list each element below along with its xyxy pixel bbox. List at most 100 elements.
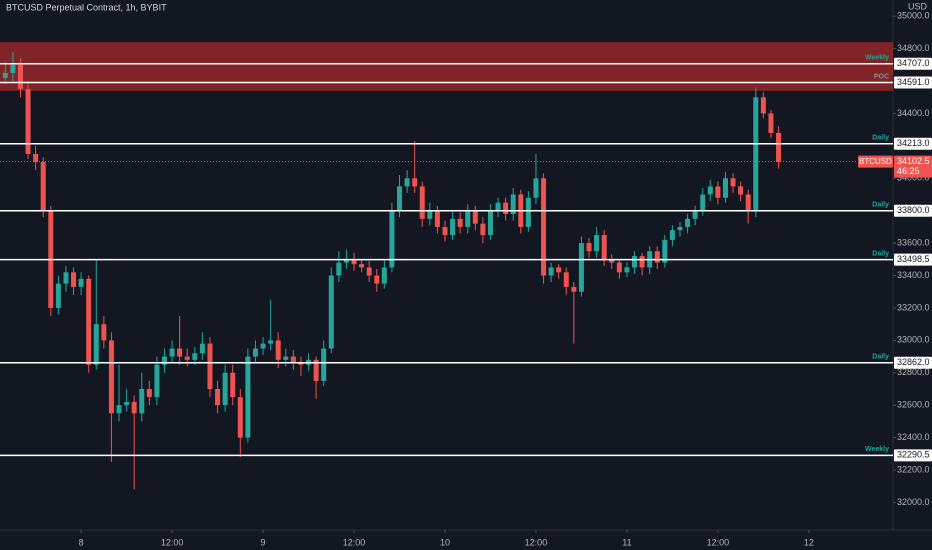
candle-body bbox=[654, 251, 660, 263]
candle-body bbox=[260, 343, 266, 349]
candle-body bbox=[2, 72, 8, 78]
candle-body bbox=[563, 272, 569, 287]
candle-body bbox=[283, 356, 289, 360]
y-tick-label: 32800.0 bbox=[897, 367, 930, 377]
y-tick-label: 32600.0 bbox=[897, 400, 930, 410]
level-name: Daily bbox=[872, 354, 889, 361]
level-price-label: 34591.0 bbox=[897, 77, 930, 87]
y-tick-label: 34800.0 bbox=[897, 43, 930, 53]
candle-body bbox=[116, 405, 122, 414]
candle-body bbox=[343, 259, 349, 263]
candle-body bbox=[55, 283, 61, 308]
y-tick-label: 35000.0 bbox=[897, 11, 930, 21]
y-tick-label: 33600.0 bbox=[897, 237, 930, 247]
candle-body bbox=[124, 401, 130, 406]
candle-body bbox=[662, 239, 668, 263]
candle-body bbox=[685, 218, 691, 227]
candle-body bbox=[525, 197, 531, 227]
x-tick-label: 12:00 bbox=[707, 537, 730, 547]
candle-body bbox=[594, 235, 600, 252]
candle-body bbox=[457, 218, 463, 227]
level-name: Weekly bbox=[865, 55, 889, 62]
level-name: Daily bbox=[872, 202, 889, 209]
level-price-label: 34213.0 bbox=[897, 138, 930, 148]
candle-body bbox=[669, 230, 675, 240]
candle-body bbox=[162, 356, 167, 365]
level-price-box bbox=[894, 204, 932, 217]
candle-body bbox=[275, 340, 281, 360]
candle-body bbox=[404, 178, 410, 187]
candle-body bbox=[465, 210, 471, 227]
candle-body bbox=[495, 202, 501, 211]
candle-body bbox=[692, 210, 698, 219]
candle-body bbox=[17, 64, 23, 90]
plot bbox=[0, 42, 893, 490]
last-price-box bbox=[894, 155, 932, 178]
x-tick-label: 12:00 bbox=[343, 537, 366, 547]
level-price-label: 32862.0 bbox=[897, 357, 930, 367]
candle-body bbox=[222, 372, 228, 406]
candle-body bbox=[632, 256, 637, 268]
candle-body bbox=[131, 401, 137, 414]
candle-body bbox=[321, 348, 327, 381]
candle-body bbox=[427, 210, 433, 219]
candle-body bbox=[215, 388, 221, 406]
candle-body bbox=[86, 278, 92, 365]
y-tick-label: 32400.0 bbox=[897, 432, 930, 442]
candle-body bbox=[177, 348, 183, 357]
level-price-box bbox=[894, 76, 932, 89]
candle-body bbox=[541, 178, 547, 276]
candle-body bbox=[624, 267, 630, 273]
candle-body bbox=[10, 64, 16, 73]
candle-body bbox=[245, 356, 251, 438]
level-price-box bbox=[894, 137, 932, 150]
candle-body bbox=[487, 210, 493, 236]
x-tick-label: 9 bbox=[261, 537, 266, 547]
candle-body bbox=[252, 348, 258, 357]
candle-body bbox=[101, 324, 107, 341]
candle-body bbox=[768, 113, 774, 133]
x-tick-label: 10 bbox=[440, 537, 450, 547]
y-tick-label: 32200.0 bbox=[897, 464, 930, 474]
candle-body bbox=[336, 262, 342, 276]
level-name: Weekly bbox=[865, 446, 889, 453]
level-price-label: 34707.0 bbox=[897, 58, 930, 68]
zone bbox=[0, 42, 893, 91]
candle-body bbox=[510, 194, 516, 214]
x-tick-label: 11 bbox=[622, 537, 631, 547]
candle-body bbox=[472, 210, 478, 224]
candle-body bbox=[93, 324, 99, 365]
candle-body bbox=[533, 178, 539, 198]
level-price-label: 33498.5 bbox=[897, 254, 930, 264]
candle-body bbox=[328, 275, 334, 349]
level-price-box bbox=[894, 449, 932, 462]
candle-body bbox=[601, 235, 607, 260]
last-price-symbol-box bbox=[858, 155, 893, 168]
level-price-box bbox=[894, 57, 932, 70]
candle-body bbox=[313, 359, 319, 381]
chart-title: BTCUSD Perpetual Contract, 1h, BYBIT bbox=[6, 2, 167, 12]
candle-body bbox=[154, 364, 160, 398]
candle-body bbox=[139, 388, 145, 414]
candle-body bbox=[700, 194, 706, 211]
candle-body bbox=[753, 97, 759, 211]
last-price-countdown: 46:25 bbox=[897, 166, 920, 176]
candle-body bbox=[677, 226, 683, 231]
candle-body bbox=[359, 264, 365, 268]
candle-body bbox=[169, 348, 175, 357]
candle-body bbox=[192, 353, 198, 360]
candle-body bbox=[586, 243, 592, 252]
candle-body bbox=[290, 356, 296, 364]
candle-body bbox=[707, 186, 713, 195]
candle-body bbox=[412, 178, 418, 187]
y-tick-label: 33000.0 bbox=[897, 335, 930, 345]
candle-body bbox=[571, 286, 577, 292]
candle-body bbox=[40, 162, 46, 211]
y-tick-label: 33400.0 bbox=[897, 270, 930, 280]
candle-body bbox=[556, 267, 562, 273]
candle-body bbox=[298, 363, 304, 365]
candle-body bbox=[480, 223, 486, 236]
candle-body bbox=[738, 186, 744, 195]
x-tick-label: 8 bbox=[79, 537, 84, 547]
